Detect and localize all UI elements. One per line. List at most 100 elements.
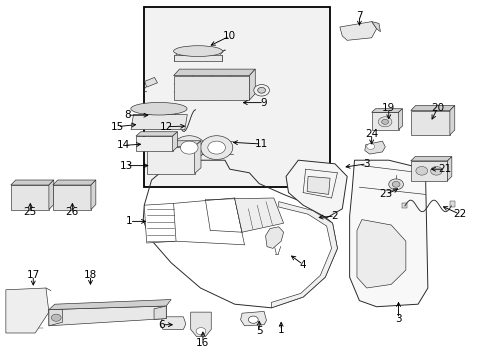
Text: 18: 18 xyxy=(83,270,97,280)
Text: 17: 17 xyxy=(26,270,40,280)
Polygon shape xyxy=(240,311,266,326)
Bar xyxy=(146,147,194,174)
Polygon shape xyxy=(144,77,157,87)
Ellipse shape xyxy=(130,102,187,115)
Bar xyxy=(136,136,172,151)
Circle shape xyxy=(253,85,269,96)
Text: 11: 11 xyxy=(254,139,268,149)
Polygon shape xyxy=(271,202,337,308)
Bar xyxy=(371,112,398,130)
Circle shape xyxy=(391,181,399,187)
Polygon shape xyxy=(306,176,329,194)
Bar xyxy=(73,199,85,207)
Polygon shape xyxy=(53,180,96,185)
Polygon shape xyxy=(53,185,91,210)
Polygon shape xyxy=(190,312,211,337)
Circle shape xyxy=(381,119,387,124)
Circle shape xyxy=(248,316,258,323)
Polygon shape xyxy=(349,160,427,307)
Text: 8: 8 xyxy=(123,110,130,120)
Polygon shape xyxy=(6,288,49,333)
Polygon shape xyxy=(154,306,166,319)
Ellipse shape xyxy=(173,46,222,57)
Text: 3: 3 xyxy=(394,314,401,324)
Polygon shape xyxy=(49,180,54,210)
Polygon shape xyxy=(173,76,249,100)
Text: 24: 24 xyxy=(364,129,378,139)
Polygon shape xyxy=(356,220,405,288)
Text: 14: 14 xyxy=(116,140,130,150)
Text: 2: 2 xyxy=(331,211,338,221)
Polygon shape xyxy=(146,141,201,147)
Text: 5: 5 xyxy=(255,326,262,336)
Text: 12: 12 xyxy=(159,122,173,132)
Polygon shape xyxy=(194,141,201,174)
Bar xyxy=(410,161,447,181)
Polygon shape xyxy=(339,22,376,40)
Polygon shape xyxy=(144,203,176,243)
Text: 9: 9 xyxy=(260,98,267,108)
Text: 16: 16 xyxy=(196,338,209,348)
Bar xyxy=(402,203,407,208)
Circle shape xyxy=(377,117,391,127)
Circle shape xyxy=(173,136,205,159)
Circle shape xyxy=(207,141,225,154)
Polygon shape xyxy=(173,55,222,61)
Polygon shape xyxy=(371,22,380,32)
Polygon shape xyxy=(49,306,166,326)
Polygon shape xyxy=(173,69,255,76)
Polygon shape xyxy=(410,105,454,111)
Circle shape xyxy=(152,163,161,170)
Text: 1: 1 xyxy=(126,216,133,226)
Polygon shape xyxy=(234,198,283,232)
Polygon shape xyxy=(398,109,402,130)
Text: 20: 20 xyxy=(430,103,443,113)
Circle shape xyxy=(388,179,403,190)
Polygon shape xyxy=(136,132,177,136)
Text: 7: 7 xyxy=(355,11,362,21)
Bar xyxy=(151,149,189,171)
Text: 25: 25 xyxy=(23,207,37,217)
Circle shape xyxy=(429,166,441,175)
Text: 21: 21 xyxy=(437,164,451,174)
Polygon shape xyxy=(265,227,283,248)
Bar xyxy=(57,199,69,207)
Polygon shape xyxy=(49,310,62,326)
Circle shape xyxy=(200,136,232,159)
Bar xyxy=(410,111,449,135)
Circle shape xyxy=(415,166,427,175)
Polygon shape xyxy=(11,180,54,185)
Circle shape xyxy=(196,328,205,335)
Bar xyxy=(140,138,168,149)
Text: 15: 15 xyxy=(110,122,124,132)
Polygon shape xyxy=(449,105,454,135)
Circle shape xyxy=(257,87,265,93)
Polygon shape xyxy=(410,157,451,161)
Circle shape xyxy=(180,141,198,154)
Polygon shape xyxy=(91,180,96,210)
Bar xyxy=(144,7,329,187)
Polygon shape xyxy=(285,160,346,218)
Text: 19: 19 xyxy=(381,103,395,113)
Text: 23: 23 xyxy=(379,189,392,199)
Polygon shape xyxy=(249,69,255,100)
Text: 1: 1 xyxy=(277,325,284,336)
Text: 6: 6 xyxy=(158,320,164,330)
Text: 3: 3 xyxy=(363,159,369,169)
Circle shape xyxy=(152,156,161,162)
Polygon shape xyxy=(364,141,385,154)
Circle shape xyxy=(366,144,374,149)
Polygon shape xyxy=(131,114,187,130)
Text: 13: 13 xyxy=(119,161,133,171)
Polygon shape xyxy=(172,132,177,151)
Bar xyxy=(449,201,454,207)
Text: 10: 10 xyxy=(223,31,236,41)
Polygon shape xyxy=(447,157,451,181)
Bar xyxy=(31,199,43,207)
Polygon shape xyxy=(11,185,49,210)
Bar xyxy=(15,199,27,207)
Circle shape xyxy=(51,314,61,321)
Polygon shape xyxy=(371,109,402,112)
Polygon shape xyxy=(160,317,185,329)
Text: 22: 22 xyxy=(452,209,466,219)
